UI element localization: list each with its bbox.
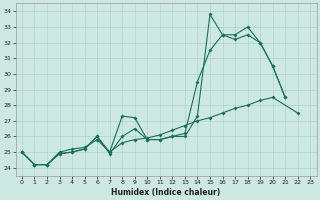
X-axis label: Humidex (Indice chaleur): Humidex (Indice chaleur)	[111, 188, 221, 197]
